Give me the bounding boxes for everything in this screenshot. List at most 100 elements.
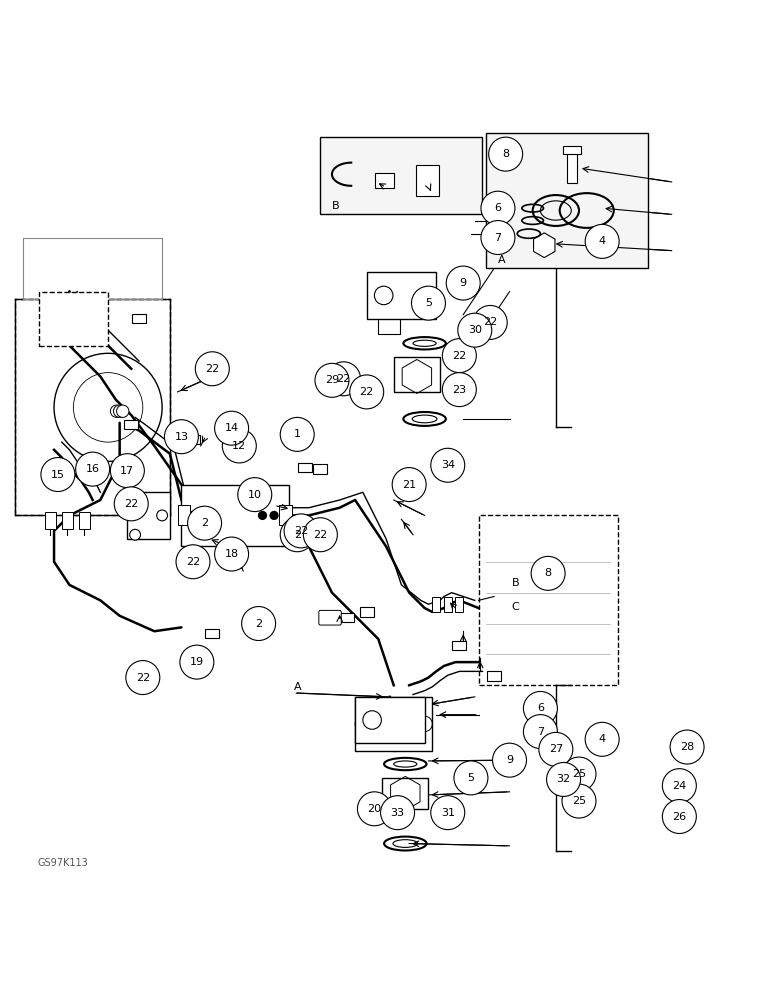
Text: 7: 7 <box>537 727 544 737</box>
Circle shape <box>110 405 123 417</box>
Circle shape <box>195 352 229 386</box>
Circle shape <box>454 761 488 795</box>
Circle shape <box>130 529 141 540</box>
Circle shape <box>238 478 272 512</box>
Text: B: B <box>332 201 340 211</box>
FancyBboxPatch shape <box>486 133 648 268</box>
Circle shape <box>493 743 527 777</box>
FancyBboxPatch shape <box>355 697 432 751</box>
Bar <box>279 505 292 525</box>
Text: 2: 2 <box>201 518 208 528</box>
Text: 5: 5 <box>467 773 475 783</box>
FancyBboxPatch shape <box>181 485 290 546</box>
Circle shape <box>113 405 126 417</box>
Text: 17: 17 <box>120 466 134 476</box>
FancyBboxPatch shape <box>355 697 425 743</box>
Circle shape <box>315 363 349 397</box>
Circle shape <box>222 429 256 463</box>
Bar <box>178 505 190 525</box>
Bar <box>186 435 200 444</box>
Text: 4: 4 <box>598 734 606 744</box>
Circle shape <box>280 417 314 451</box>
Text: 19: 19 <box>190 657 204 667</box>
Circle shape <box>110 454 144 488</box>
Text: 29: 29 <box>325 375 339 385</box>
Circle shape <box>562 784 596 818</box>
Text: 34: 34 <box>441 460 455 470</box>
Text: A: A <box>498 255 506 265</box>
Text: 32: 32 <box>557 774 571 784</box>
Circle shape <box>215 537 249 571</box>
Text: 22: 22 <box>294 526 308 536</box>
Text: 12: 12 <box>232 441 246 451</box>
Circle shape <box>547 762 581 796</box>
Text: 9: 9 <box>506 755 513 765</box>
Circle shape <box>188 511 198 520</box>
FancyBboxPatch shape <box>39 292 108 346</box>
Text: 28: 28 <box>680 742 694 752</box>
Circle shape <box>670 730 704 764</box>
Circle shape <box>117 405 129 417</box>
Bar <box>455 596 463 612</box>
Text: 8: 8 <box>502 149 510 159</box>
Circle shape <box>242 607 276 641</box>
Text: 26: 26 <box>672 812 686 822</box>
Circle shape <box>523 715 557 749</box>
Text: 22: 22 <box>313 530 327 540</box>
Text: 25: 25 <box>572 769 586 779</box>
Text: 13: 13 <box>174 432 188 442</box>
FancyBboxPatch shape <box>320 137 482 214</box>
Bar <box>360 607 374 617</box>
Circle shape <box>481 221 515 255</box>
Circle shape <box>164 420 198 454</box>
Circle shape <box>157 510 168 521</box>
Bar <box>124 420 138 429</box>
FancyBboxPatch shape <box>375 173 394 188</box>
Circle shape <box>446 266 480 300</box>
Circle shape <box>523 691 557 725</box>
Text: 30: 30 <box>468 325 482 335</box>
Text: 2: 2 <box>255 619 262 629</box>
Circle shape <box>126 661 160 695</box>
Text: 1: 1 <box>293 429 301 439</box>
Text: 8: 8 <box>544 568 552 578</box>
Text: 22: 22 <box>337 374 350 384</box>
Bar <box>487 671 501 681</box>
FancyBboxPatch shape <box>367 272 436 319</box>
Circle shape <box>585 224 619 258</box>
Circle shape <box>327 362 361 396</box>
Circle shape <box>188 506 222 540</box>
Text: 20: 20 <box>367 804 381 814</box>
Text: 9: 9 <box>459 278 467 288</box>
Text: 22: 22 <box>136 673 150 683</box>
Text: 15: 15 <box>51 470 65 480</box>
Circle shape <box>481 191 515 225</box>
Circle shape <box>284 514 318 548</box>
Circle shape <box>662 769 696 803</box>
Text: 22: 22 <box>452 351 466 361</box>
Text: 22: 22 <box>205 364 219 374</box>
Bar <box>452 641 466 650</box>
Circle shape <box>662 800 696 834</box>
Circle shape <box>431 796 465 830</box>
FancyBboxPatch shape <box>394 357 440 392</box>
FancyBboxPatch shape <box>567 153 577 183</box>
Text: 7: 7 <box>494 233 502 243</box>
Circle shape <box>76 452 110 486</box>
Circle shape <box>473 305 507 339</box>
Circle shape <box>531 556 565 590</box>
Circle shape <box>442 373 476 407</box>
Circle shape <box>180 645 214 679</box>
Circle shape <box>176 545 210 579</box>
Circle shape <box>130 491 141 502</box>
Text: 21: 21 <box>402 480 416 490</box>
Circle shape <box>562 757 596 791</box>
Circle shape <box>489 137 523 171</box>
Bar <box>45 512 56 529</box>
Circle shape <box>208 511 217 520</box>
Circle shape <box>458 313 492 347</box>
Text: 22: 22 <box>483 317 497 327</box>
Bar <box>132 314 146 323</box>
Circle shape <box>585 722 619 756</box>
Text: A: A <box>293 682 301 692</box>
